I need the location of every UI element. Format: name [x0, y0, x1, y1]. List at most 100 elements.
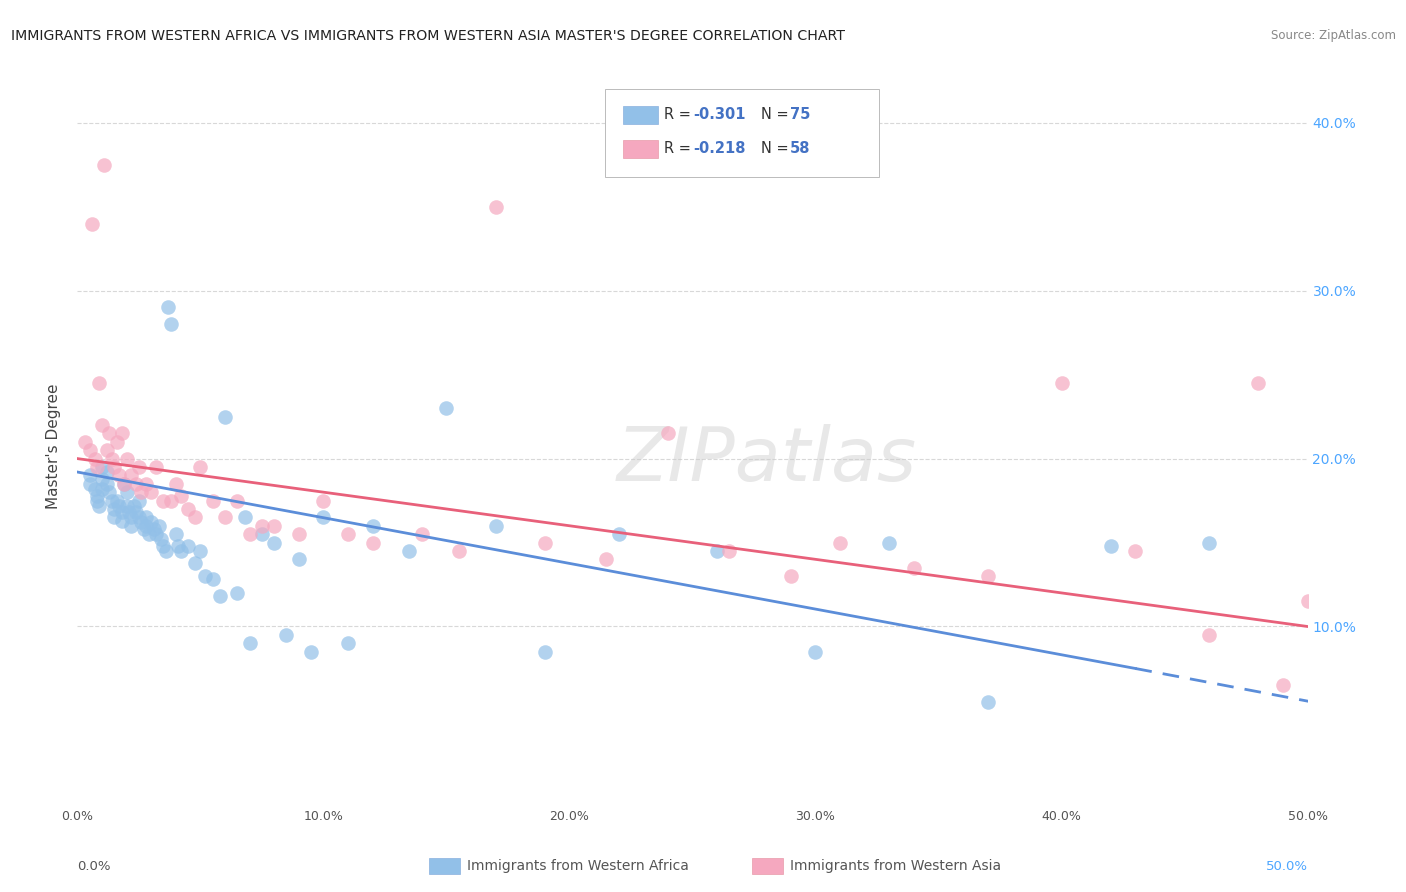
Point [141, 485, 163, 500]
Text: Source: ZipAtlas.com: Source: ZipAtlas.com [1271, 29, 1396, 42]
Point [79, 443, 101, 458]
Point [82, 217, 104, 231]
Point [534, 535, 557, 549]
Point [90, 417, 114, 432]
Point [135, 476, 157, 491]
Point [89, 499, 111, 513]
Point [226, 493, 249, 508]
Point [105, 434, 128, 449]
Point [111, 426, 132, 441]
Text: IMMIGRANTS FROM WESTERN AFRICA VS IMMIGRANTS FROM WESTERN ASIA MASTER'S DEGREE C: IMMIGRANTS FROM WESTERN AFRICA VS IMMIGR… [11, 29, 845, 43]
Point [155, 544, 177, 558]
Point [152, 539, 174, 553]
Point [89, 376, 111, 390]
Point [111, 505, 132, 519]
Point [90, 460, 114, 475]
Point [209, 589, 232, 603]
Point [177, 539, 200, 553]
Point [90, 472, 114, 486]
Point [160, 318, 183, 332]
Point [86, 489, 108, 503]
Point [1125, 544, 1147, 558]
Point [190, 544, 212, 558]
Point [706, 544, 728, 558]
Text: N =: N = [761, 141, 793, 155]
Text: 58: 58 [790, 141, 811, 155]
Point [86, 460, 108, 475]
Point [239, 527, 262, 541]
Text: -0.218: -0.218 [693, 141, 745, 155]
Point [103, 460, 125, 475]
Point [112, 476, 135, 491]
Point [184, 556, 207, 570]
Point [288, 527, 311, 541]
Text: Immigrants from Western Asia: Immigrants from Western Asia [790, 859, 1001, 873]
Point [1050, 376, 1073, 390]
Point [128, 460, 150, 475]
Point [263, 518, 285, 533]
Point [250, 518, 273, 533]
Point [226, 586, 249, 600]
Point [118, 505, 141, 519]
Point [1099, 539, 1122, 553]
Point [657, 426, 679, 441]
Point [411, 527, 433, 541]
Text: N =: N = [761, 107, 793, 121]
Text: 50.0%: 50.0% [1265, 860, 1308, 872]
Point [534, 645, 557, 659]
Point [141, 516, 163, 530]
Point [157, 301, 180, 315]
Point [436, 401, 458, 416]
Point [1198, 535, 1220, 549]
Point [115, 485, 138, 500]
Point [361, 535, 384, 549]
Point [103, 502, 125, 516]
Point [132, 522, 155, 536]
Point [1198, 628, 1220, 642]
Point [299, 645, 322, 659]
Point [79, 476, 101, 491]
Point [115, 499, 138, 513]
Point [73, 434, 96, 449]
Point [233, 510, 256, 524]
Point [165, 476, 187, 491]
Point [125, 505, 148, 519]
Point [142, 522, 165, 536]
Point [595, 552, 617, 566]
Point [903, 560, 925, 574]
Point [96, 465, 118, 479]
Point [184, 510, 207, 524]
Point [337, 636, 360, 650]
Text: ZIPatlas: ZIPatlas [616, 425, 917, 496]
Point [250, 527, 273, 541]
Point [485, 200, 508, 214]
Y-axis label: Master's Degree: Master's Degree [46, 384, 62, 508]
Point [214, 409, 236, 424]
Point [121, 518, 143, 533]
Point [108, 468, 131, 483]
Text: 0.0%: 0.0% [77, 860, 111, 872]
Point [194, 569, 217, 583]
Point [201, 493, 224, 508]
Point [780, 569, 803, 583]
Text: 75: 75 [790, 107, 810, 121]
Point [1247, 376, 1270, 390]
Point [135, 510, 157, 524]
Point [138, 527, 160, 541]
Point [101, 451, 124, 466]
Point [128, 510, 150, 524]
Point [101, 493, 124, 508]
Point [190, 460, 212, 475]
Point [152, 493, 174, 508]
Text: R =: R = [664, 107, 695, 121]
Point [263, 535, 285, 549]
Point [115, 451, 138, 466]
Point [150, 532, 173, 546]
Point [170, 489, 193, 503]
Point [804, 645, 827, 659]
Point [98, 485, 121, 500]
Point [607, 527, 630, 541]
Point [201, 573, 224, 587]
Point [160, 493, 183, 508]
Point [96, 443, 118, 458]
